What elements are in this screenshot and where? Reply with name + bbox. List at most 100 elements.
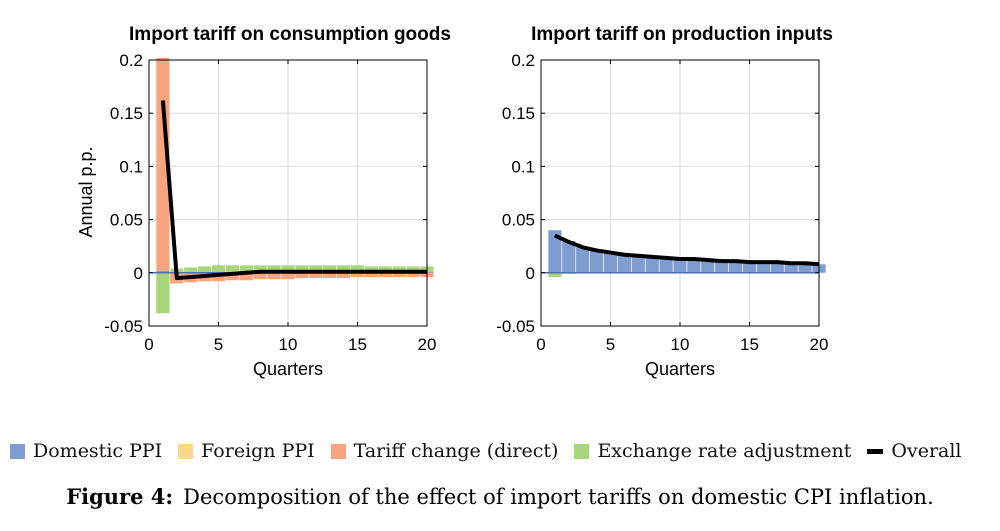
panel1-bar-tariff-direct xyxy=(350,272,365,278)
panel2-bar-domestic-ppi xyxy=(798,263,812,273)
panel1-bar-exchange-rate xyxy=(309,265,323,272)
panel1-title: Import tariff on consumption goods xyxy=(129,24,451,45)
panel2-bar-domestic-ppi xyxy=(631,255,645,273)
panel2-xtick-label: 10 xyxy=(671,335,690,354)
legend-label-tariff-direct: Tariff change (direct) xyxy=(353,440,559,462)
legend-label-exchange-rate: Exchange rate adjustment xyxy=(597,440,852,462)
panel1-bar-exchange-rate xyxy=(267,265,281,272)
panel1-ytick-label: 0.2 xyxy=(119,51,143,70)
caption-text: Decomposition of the effect of import ta… xyxy=(183,485,934,509)
panel2-bar-domestic-ppi xyxy=(603,252,618,273)
panel1-ytick-label: 0.05 xyxy=(110,211,143,230)
panel2-bar-domestic-ppi xyxy=(589,250,604,273)
panel2-bar-domestic-ppi xyxy=(562,240,576,273)
panel1-bar-tariff-direct xyxy=(336,272,351,279)
panel1-xtick-label: 0 xyxy=(144,335,153,354)
panel2-bar-domestic-ppi xyxy=(659,257,673,273)
panel1-bar-exchange-rate xyxy=(364,266,379,272)
panel1-bar-tariff-direct xyxy=(253,272,267,280)
panel1-bar-tariff-direct xyxy=(323,272,337,279)
panel2-overall-line xyxy=(554,233,820,267)
legend-swatch-tariff-direct xyxy=(330,443,346,459)
panel1-bar-exchange-rate xyxy=(378,266,392,272)
legend-item-domestic-ppi: Domestic PPI xyxy=(10,440,162,462)
panel1-bar-exchange-rate xyxy=(184,267,198,272)
panel2-bar-domestic-ppi xyxy=(548,230,562,273)
panel1-ytick-label: 0 xyxy=(134,264,143,283)
panel1-bar-exchange-rate xyxy=(197,266,212,272)
panel2-bar-domestic-ppi xyxy=(742,262,757,273)
panel2-bar-domestic-ppi xyxy=(645,256,659,273)
panel2-xtick-label: 20 xyxy=(810,335,829,354)
panel2-ytick-label: 0 xyxy=(526,264,535,283)
panel2-bar-domestic-ppi xyxy=(617,254,632,273)
panel2-bar-domestic-ppi xyxy=(770,262,784,273)
panel2-bar-domestic-ppi xyxy=(756,262,771,273)
panel1-bar-exchange-rate xyxy=(281,265,295,272)
panel2-bar-domestic-ppi xyxy=(673,258,687,273)
panel2-xtick-label: 5 xyxy=(606,335,615,354)
panel1-bar-exchange-rate xyxy=(239,265,253,272)
panel1-bar-tariff-direct xyxy=(156,57,170,271)
legend-swatch-domestic-ppi xyxy=(10,443,25,459)
panel1-bar-tariff-direct xyxy=(378,272,392,278)
panel1-bar-exchange-rate xyxy=(350,265,365,272)
panel1-bar-tariff-direct xyxy=(239,272,253,281)
legend: Domestic PPI Foreign PPI Tariff change (… xyxy=(10,437,990,465)
panel1-bar-exchange-rate xyxy=(295,265,309,272)
panel1-bar-exchange-rate xyxy=(336,265,351,272)
panel2-bar-exchange-rate xyxy=(548,272,562,278)
panel1-overall-line xyxy=(160,100,427,281)
panel1-bar-tariff-direct xyxy=(211,272,226,282)
panel2-bar-domestic-ppi xyxy=(576,247,590,273)
legend-item-overall: Overall xyxy=(867,440,962,462)
panel1-xtick-label: 10 xyxy=(279,335,298,354)
panel2-bar-domestic-ppi xyxy=(687,258,701,273)
panel2-xtick-label: 15 xyxy=(740,335,759,354)
panel1-bar-tariff-direct xyxy=(406,272,420,278)
panel1-bar-tariff-direct xyxy=(309,272,323,279)
panel1-bar-tariff-direct xyxy=(295,272,309,279)
panel1-bar-tariff-direct xyxy=(281,272,295,280)
panel1-bar-domestic-ppi xyxy=(156,270,170,273)
legend-swatch-foreign-ppi xyxy=(178,443,194,459)
panel2-ytick-label: 0.2 xyxy=(511,51,535,70)
legend-label-domestic-ppi: Domestic PPI xyxy=(33,440,163,462)
figure-caption: Figure 4: Decomposition of the effect of … xyxy=(0,484,1000,509)
panel2-bar-domestic-ppi xyxy=(715,261,729,273)
panel1-ytick-label: -0.05 xyxy=(104,317,143,336)
panel2-bar-domestic-ppi xyxy=(728,261,743,273)
panel2-ytick-label: 0.05 xyxy=(502,211,535,230)
panel2-xtick-label: 0 xyxy=(536,335,545,354)
legend-swatch-overall xyxy=(867,448,884,454)
panel1-xtick-label: 15 xyxy=(348,335,367,354)
panel2-bar-domestic-ppi xyxy=(701,260,715,273)
legend-item-foreign-ppi: Foreign PPI xyxy=(178,440,315,462)
caption-label: Figure 4: xyxy=(66,484,174,509)
panel1-ytick-label: 0.15 xyxy=(110,104,143,123)
panel2-ytick-label: 0.1 xyxy=(511,157,535,176)
panel1-bar-exchange-rate xyxy=(156,272,170,314)
panel2-ytick-label: -0.05 xyxy=(496,317,535,336)
panel1-ylabel: Annual p.p. xyxy=(76,146,96,237)
panel1-bar-tariff-direct xyxy=(267,272,281,280)
legend-label-foreign-ppi: Foreign PPI xyxy=(201,440,315,462)
legend-swatch-exchange-rate xyxy=(574,443,590,459)
panel2-title: Import tariff on production inputs xyxy=(531,24,833,45)
panel1-xtick-label: 5 xyxy=(214,335,223,354)
legend-item-tariff-direct: Tariff change (direct) xyxy=(330,440,559,462)
panel1-bar-exchange-rate xyxy=(225,265,240,272)
panel2-xlabel: Quarters xyxy=(645,359,715,379)
panel2-ytick-label: 0.15 xyxy=(502,104,535,123)
panel1-bar-exchange-rate xyxy=(323,265,337,272)
panel1-bar-exchange-rate xyxy=(406,266,420,272)
legend-item-exchange-rate: Exchange rate adjustment xyxy=(574,440,851,462)
panel1-ytick-label: 0.1 xyxy=(119,157,143,176)
panel1-bar-exchange-rate xyxy=(392,266,406,272)
panel1-xlabel: Quarters xyxy=(253,359,323,379)
panel2-bar-domestic-ppi xyxy=(784,263,798,273)
panel1-bar-tariff-direct xyxy=(225,272,240,281)
